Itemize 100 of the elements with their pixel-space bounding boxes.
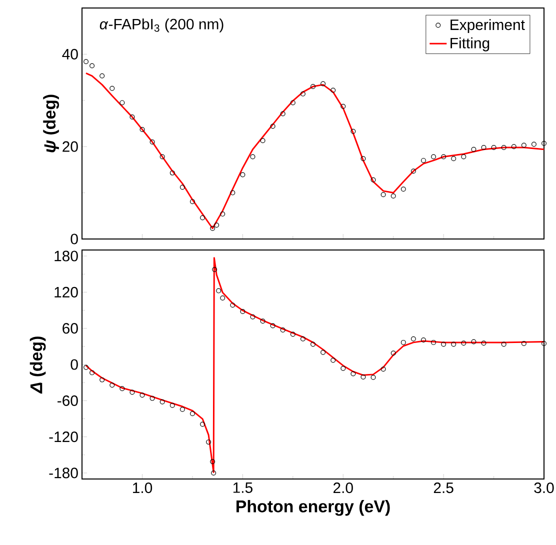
point [270, 124, 276, 129]
point [380, 192, 386, 198]
point [511, 144, 516, 150]
point [110, 382, 115, 388]
point [280, 328, 286, 333]
point [90, 63, 95, 68]
y-tick-label: -180 [49, 468, 78, 478]
x-tick-label: 2.5 [434, 482, 454, 494]
point [370, 177, 376, 182]
point [240, 308, 246, 314]
point [360, 156, 366, 162]
point [214, 222, 220, 228]
point [180, 184, 185, 190]
point [84, 59, 89, 64]
y-tick-label: -60 [58, 395, 78, 406]
point [380, 366, 386, 372]
point [501, 342, 506, 347]
y-tick-label: 40 [62, 48, 78, 60]
point [250, 154, 256, 160]
y-axis-title: Δ (deg) [30, 336, 46, 394]
point [542, 140, 546, 146]
point [360, 374, 366, 380]
point [100, 73, 105, 78]
point [320, 81, 326, 86]
point [330, 358, 336, 363]
point [542, 341, 546, 346]
point [340, 366, 346, 371]
point [260, 138, 266, 144]
point [150, 396, 155, 401]
point [431, 154, 436, 160]
point [150, 139, 155, 144]
point [441, 154, 446, 160]
point [250, 314, 256, 320]
point [270, 323, 276, 328]
y-axis-title: ψ (deg) [43, 94, 60, 152]
point [240, 172, 246, 178]
point [160, 399, 165, 404]
point [340, 104, 346, 109]
x-tick-label: 1.0 [133, 482, 152, 494]
x-tick-label: 2.0 [333, 482, 353, 494]
point [521, 142, 526, 148]
point [400, 340, 406, 345]
point [120, 386, 125, 392]
point [350, 128, 356, 134]
point [531, 142, 536, 147]
point [330, 88, 336, 93]
point [521, 341, 526, 346]
legend-label: Experiment [450, 19, 525, 34]
point [110, 86, 115, 91]
point [471, 339, 476, 344]
point [200, 215, 206, 220]
point [481, 145, 486, 150]
point [120, 100, 125, 106]
line-series [85, 72, 544, 230]
point [190, 199, 195, 204]
point [400, 186, 406, 192]
point [220, 212, 226, 217]
point [200, 422, 206, 427]
point [140, 392, 145, 398]
point [410, 336, 416, 342]
annotation: α-FAPbI$_{3}$ (200 nm) [100, 18, 224, 32]
point [461, 340, 466, 346]
point [471, 146, 476, 152]
point [390, 194, 396, 199]
y-tick-label: 120 [54, 286, 78, 298]
point [290, 100, 296, 106]
point [180, 406, 185, 412]
point [220, 295, 226, 300]
point [140, 127, 145, 132]
point [451, 342, 456, 347]
point [160, 154, 165, 160]
point [190, 411, 195, 416]
legend-label: Fitting [450, 37, 490, 52]
point [210, 459, 216, 464]
point [481, 340, 486, 346]
point [491, 145, 496, 150]
point [320, 350, 326, 355]
point [211, 470, 216, 476]
point [216, 288, 222, 294]
point [170, 170, 175, 176]
x-tick-label: 3.0 [534, 482, 554, 494]
point [461, 154, 466, 160]
point [100, 377, 105, 382]
point [370, 374, 376, 380]
point [420, 337, 426, 342]
point [230, 190, 236, 196]
point [280, 111, 286, 116]
point [390, 350, 396, 356]
point [170, 402, 175, 408]
y-tick-label: 20 [62, 141, 78, 152]
y-tick-label: 0 [70, 234, 78, 244]
y-tick-label: 180 [54, 250, 78, 262]
point [230, 302, 236, 308]
point [310, 342, 316, 347]
point [210, 226, 216, 231]
point [84, 364, 89, 370]
point [130, 390, 135, 395]
point [310, 84, 316, 90]
x-axis-title: Photon energy (eV) [236, 500, 390, 516]
point [290, 332, 296, 337]
